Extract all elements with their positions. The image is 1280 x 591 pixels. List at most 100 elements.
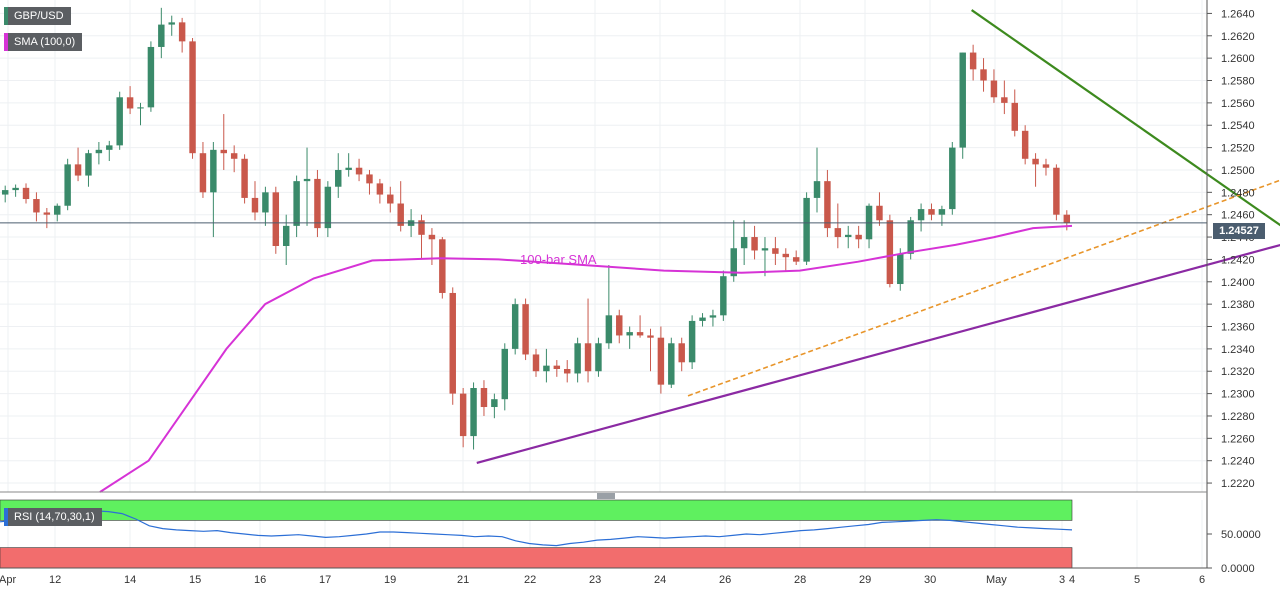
candle-body bbox=[876, 205, 883, 221]
date-tick-label: 12 bbox=[49, 574, 61, 586]
bearish-candle bbox=[824, 169, 831, 238]
bullish-candle bbox=[345, 153, 352, 177]
candle-body bbox=[553, 365, 561, 369]
sma-swatch bbox=[4, 33, 8, 51]
rsi-legend[interactable]: RSI (14,70,30,1) bbox=[4, 508, 102, 526]
price-tick-label: 1.2500 bbox=[1221, 165, 1255, 177]
bearish-candle bbox=[272, 186, 280, 254]
price-tick-label: 1.2640 bbox=[1221, 8, 1255, 20]
candle-body bbox=[678, 343, 685, 363]
price-tick-label: 1.2320 bbox=[1221, 366, 1255, 378]
candle-body bbox=[282, 225, 290, 246]
bullish-candle bbox=[574, 337, 581, 383]
candle-body bbox=[824, 181, 831, 229]
bullish-candle bbox=[699, 313, 706, 327]
bullish-candle bbox=[85, 149, 92, 187]
bullish-candle bbox=[761, 237, 769, 277]
trendline-resistance bbox=[971, 9, 1280, 227]
bullish-candle bbox=[595, 337, 602, 377]
bullish-candle bbox=[897, 248, 904, 291]
axis-layer: 1.2640 1.2620 1.2600 1.2580 1.2560 1.2540 1.25… bbox=[0, 0, 1261, 586]
bearish-candle bbox=[22, 183, 30, 204]
candle-body bbox=[230, 153, 238, 159]
candle-body bbox=[64, 164, 71, 206]
candle-body bbox=[418, 220, 425, 235]
candle-body bbox=[626, 332, 633, 336]
sma-legend[interactable]: SMA (100,0) bbox=[4, 33, 83, 51]
candle-body bbox=[262, 192, 269, 213]
candle-body bbox=[345, 167, 352, 170]
candle-body bbox=[990, 80, 998, 98]
bearish-candle bbox=[772, 237, 779, 266]
candle-body bbox=[439, 239, 446, 293]
candle-body bbox=[1053, 167, 1060, 215]
bearish-candle bbox=[418, 214, 425, 260]
candle-body bbox=[387, 194, 394, 204]
candle-body bbox=[22, 187, 30, 200]
candle-body bbox=[563, 369, 571, 374]
candle-body bbox=[969, 52, 977, 70]
bearish-candle bbox=[126, 86, 134, 115]
candle-body bbox=[54, 205, 61, 215]
bearish-candle bbox=[928, 203, 935, 221]
candle-body bbox=[668, 343, 675, 385]
bullish-candle bbox=[168, 15, 175, 36]
bullish-candle bbox=[688, 315, 696, 369]
candle-body bbox=[834, 228, 842, 238]
overlay-layer bbox=[0, 9, 1280, 493]
candle-body bbox=[959, 52, 966, 148]
candle-body bbox=[584, 343, 592, 372]
bearish-candle bbox=[647, 328, 654, 372]
bearish-candle bbox=[886, 214, 894, 288]
candle-body bbox=[1032, 158, 1039, 165]
bearish-candle bbox=[636, 315, 644, 338]
bullish-candle bbox=[511, 298, 519, 355]
panel-resize-handle[interactable] bbox=[597, 493, 615, 499]
candle-body bbox=[449, 292, 456, 394]
candle-body bbox=[792, 257, 800, 262]
bearish-candle bbox=[376, 178, 384, 204]
candle-body bbox=[116, 97, 123, 146]
candle-body bbox=[855, 234, 862, 240]
price-tick-label: 1.2420 bbox=[1221, 254, 1255, 266]
candle-body bbox=[126, 97, 134, 109]
rsi-line bbox=[0, 510, 1073, 547]
candle-body bbox=[772, 248, 779, 254]
candle-body bbox=[709, 315, 717, 318]
candle-body bbox=[428, 234, 436, 240]
bullish-candle bbox=[1, 185, 9, 203]
candle-body bbox=[251, 197, 259, 213]
bullish-candle bbox=[730, 220, 737, 282]
candle-body bbox=[314, 178, 321, 229]
candle-body bbox=[459, 393, 467, 437]
candle-body bbox=[470, 388, 477, 437]
candle-body bbox=[782, 253, 790, 258]
candle-body bbox=[43, 212, 51, 215]
bearish-candle bbox=[834, 203, 842, 249]
bullish-candle bbox=[64, 158, 71, 211]
bullish-candle bbox=[470, 382, 477, 450]
bearish-candle bbox=[657, 326, 665, 394]
price-tick-label: 1.2220 bbox=[1221, 478, 1255, 490]
candle-body bbox=[730, 248, 737, 277]
bullish-candle bbox=[158, 7, 165, 59]
bearish-candle bbox=[199, 142, 207, 198]
last-price-badge: 1.24527 bbox=[1213, 223, 1265, 239]
bullish-candle bbox=[95, 142, 103, 165]
price-tick-label: 1.2380 bbox=[1221, 299, 1255, 311]
date-tick-label: 14 bbox=[124, 574, 136, 586]
date-tick-label: 16 bbox=[254, 574, 266, 586]
candle-body bbox=[803, 197, 810, 262]
candle-body bbox=[137, 107, 144, 109]
candle-body bbox=[376, 183, 384, 195]
bearish-candle bbox=[1032, 153, 1039, 187]
candle-body bbox=[147, 46, 155, 108]
symbol-legend[interactable]: GBP/USD bbox=[4, 7, 71, 25]
candle-body bbox=[355, 167, 363, 175]
bullish-candle bbox=[116, 91, 123, 150]
bearish-candle bbox=[251, 181, 259, 221]
candle-body bbox=[480, 388, 488, 408]
candle-body bbox=[1021, 130, 1029, 159]
